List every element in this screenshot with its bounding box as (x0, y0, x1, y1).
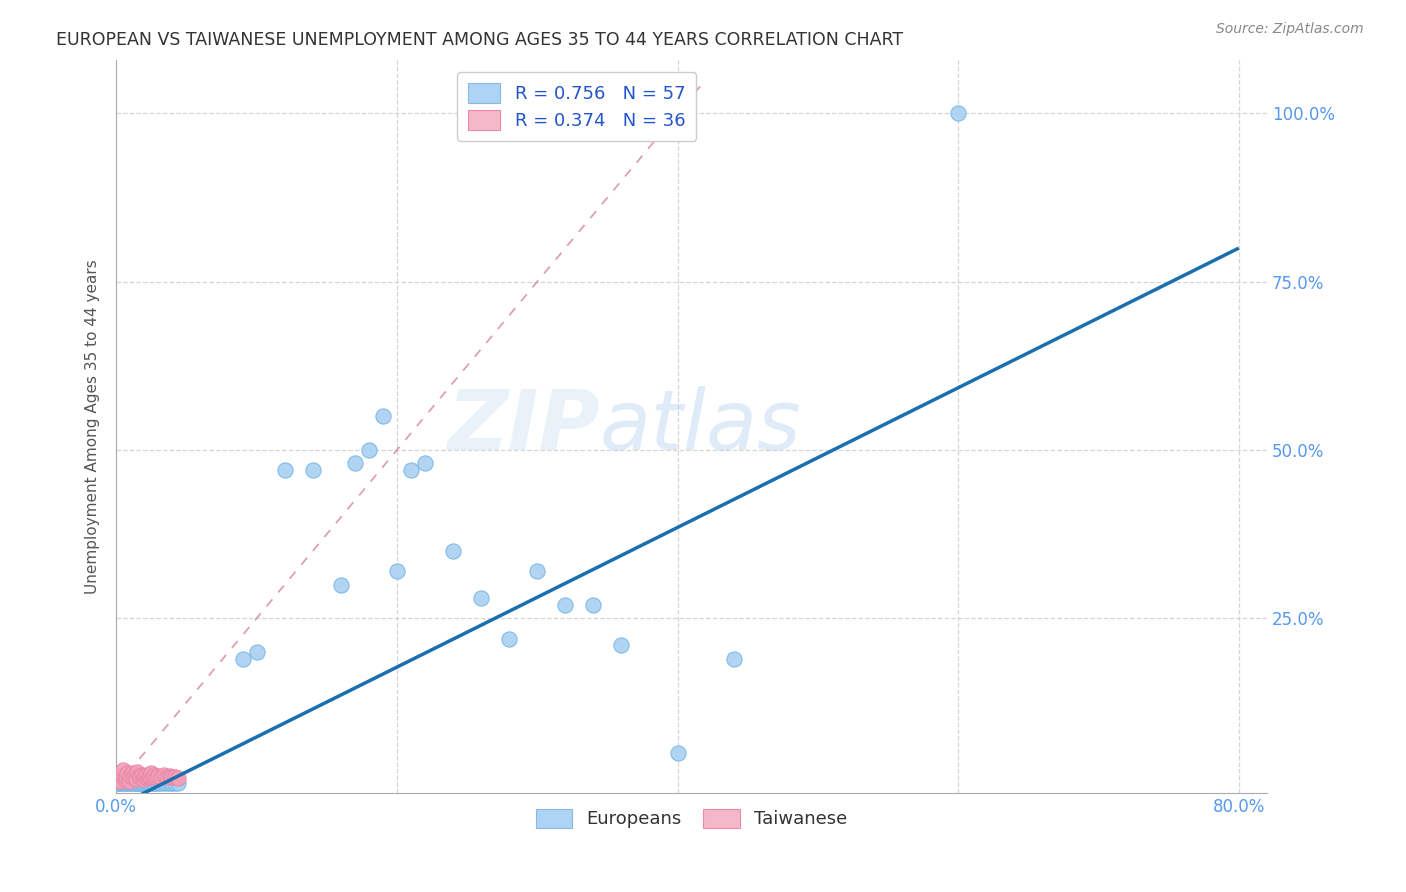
Point (159, 776, 181, 790)
Point (148, 776, 170, 790)
Y-axis label: Unemployment Among Ages 35 to 44 years: Unemployment Among Ages 35 to 44 years (86, 259, 100, 594)
Point (132, 772, 155, 786)
Point (139, 769, 162, 783)
Point (114, 776, 136, 790)
Point (129, 770, 152, 784)
Point (108, 770, 131, 784)
Point (385, 564, 408, 578)
Point (526, 564, 548, 578)
Point (143, 776, 166, 790)
Point (107, 776, 129, 790)
Point (148, 769, 170, 783)
Point (125, 776, 148, 790)
Point (371, 409, 394, 424)
Point (115, 776, 138, 790)
Point (399, 463, 422, 477)
Point (135, 776, 157, 790)
Point (125, 772, 148, 786)
Point (143, 767, 166, 781)
Point (114, 772, 136, 786)
Point (232, 651, 254, 665)
Point (723, 651, 745, 665)
Point (120, 776, 142, 790)
Point (610, 638, 633, 652)
Point (121, 776, 143, 790)
Point (159, 769, 181, 783)
Point (441, 544, 464, 558)
Point (136, 776, 159, 790)
Point (132, 776, 155, 790)
Point (948, 106, 970, 120)
Point (134, 776, 156, 790)
Point (117, 776, 139, 790)
Point (162, 770, 184, 784)
Point (301, 463, 323, 477)
Point (134, 769, 156, 783)
Point (131, 776, 153, 790)
Point (142, 776, 165, 790)
Point (165, 776, 187, 790)
Point (142, 770, 165, 784)
Point (153, 776, 176, 790)
Point (124, 776, 146, 790)
Text: Source: ZipAtlas.com: Source: ZipAtlas.com (1216, 22, 1364, 37)
Point (329, 577, 352, 591)
Point (136, 767, 159, 781)
Point (156, 770, 179, 784)
Point (413, 457, 436, 471)
Point (135, 770, 157, 784)
Point (118, 776, 141, 790)
Point (107, 772, 129, 787)
Point (167, 776, 190, 790)
Point (167, 771, 190, 785)
Text: EUROPEAN VS TAIWANESE UNEMPLOYMENT AMONG AGES 35 TO 44 YEARS CORRELATION CHART: EUROPEAN VS TAIWANESE UNEMPLOYMENT AMONG… (56, 31, 904, 49)
Point (141, 776, 163, 790)
Point (273, 463, 295, 477)
Point (111, 767, 134, 781)
Point (111, 776, 134, 790)
Point (112, 776, 135, 790)
Point (666, 746, 689, 760)
Point (110, 774, 132, 789)
Point (145, 770, 167, 784)
Legend: Europeans, Taiwanese: Europeans, Taiwanese (529, 801, 855, 836)
Point (127, 776, 149, 790)
Point (120, 769, 142, 783)
Point (127, 764, 149, 779)
Point (139, 776, 162, 790)
Point (112, 763, 135, 777)
Point (115, 770, 138, 784)
Point (129, 776, 152, 790)
Point (153, 767, 176, 781)
Point (128, 776, 150, 790)
Point (357, 443, 380, 458)
Point (162, 776, 184, 790)
Point (110, 776, 132, 790)
Point (582, 598, 605, 612)
Point (138, 770, 160, 784)
Point (108, 776, 131, 790)
Point (121, 766, 143, 780)
Text: atlas: atlas (599, 386, 801, 467)
Point (141, 766, 163, 780)
Point (498, 632, 520, 646)
Point (117, 766, 139, 780)
Point (122, 776, 145, 790)
Point (138, 776, 160, 790)
Point (343, 457, 366, 471)
Point (245, 645, 267, 659)
Point (122, 770, 145, 784)
Point (165, 770, 187, 784)
Point (131, 767, 153, 781)
Point (124, 767, 146, 781)
Point (554, 598, 576, 612)
Point (150, 776, 173, 790)
Point (470, 591, 492, 606)
Point (145, 776, 167, 790)
Text: ZIP: ZIP (447, 386, 599, 467)
Point (150, 770, 173, 784)
Point (156, 776, 179, 790)
Point (128, 769, 150, 783)
Point (118, 774, 141, 789)
